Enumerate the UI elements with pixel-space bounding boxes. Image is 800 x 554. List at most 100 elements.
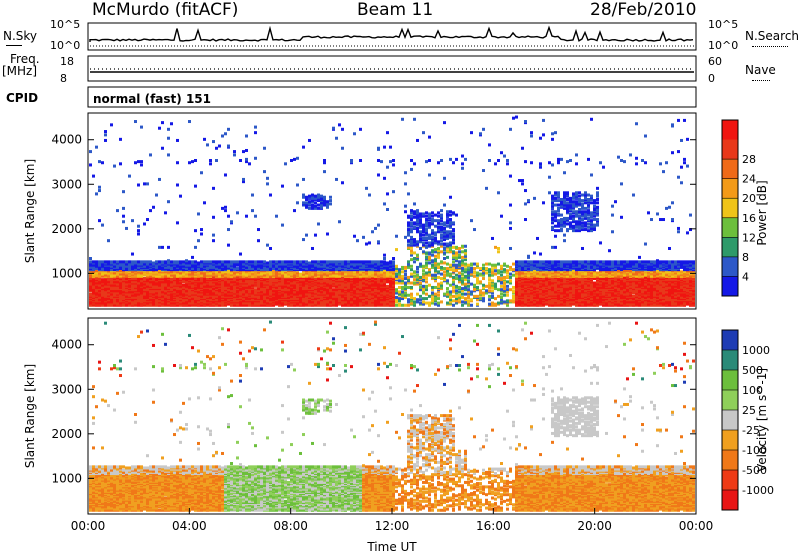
scatter-cell	[395, 274, 398, 278]
scatter-cell	[407, 293, 410, 297]
scatter-cell	[407, 245, 410, 249]
scatter-cell	[134, 288, 137, 292]
scatter-cell	[119, 262, 122, 266]
scatter-cell	[179, 273, 182, 277]
scatter-cell	[413, 251, 416, 255]
scatter-cell	[314, 233, 317, 237]
scatter-cell	[437, 270, 440, 274]
scatter-cell	[455, 277, 458, 281]
scatter-cell	[452, 303, 455, 307]
scatter-cell	[428, 214, 431, 218]
scatter-cell	[317, 206, 320, 210]
scatter-cell	[407, 262, 410, 266]
scatter-cell	[425, 218, 428, 222]
scatter-cell	[455, 213, 458, 217]
scatter-cell	[461, 154, 464, 158]
scatter-cell	[110, 277, 113, 281]
scatter-cell	[335, 281, 338, 285]
scatter-cell	[461, 259, 464, 263]
scatter-cell	[452, 268, 455, 272]
nsky-trace	[89, 25, 694, 42]
scatter-cell	[461, 263, 464, 267]
scatter-cell	[89, 260, 92, 264]
scatter-cell	[440, 300, 443, 304]
scatter-cell	[302, 195, 305, 199]
scatter-cell	[152, 261, 155, 265]
scatter-cell	[221, 134, 224, 138]
scatter-cell	[200, 228, 203, 232]
scatter-cell	[197, 239, 200, 243]
scatter-cell	[368, 270, 371, 274]
scatter-cell	[383, 257, 386, 260]
scatter-cell	[164, 211, 167, 215]
scatter-cell	[443, 176, 446, 180]
scatter-cell	[452, 221, 455, 225]
scatter-cell	[167, 136, 170, 140]
scatter-cell	[470, 272, 473, 276]
scatter-cell	[440, 222, 443, 226]
scatter-cell	[389, 260, 392, 264]
scatter-cell	[416, 138, 419, 142]
scatter-cell	[197, 277, 200, 281]
scatter-cell	[458, 253, 461, 257]
scatter-cell	[440, 225, 443, 229]
scatter-cell	[341, 260, 344, 264]
scatter-cell	[107, 239, 110, 243]
scatter-cell	[371, 270, 374, 274]
scatter-cell	[404, 204, 407, 208]
scatter-cell	[455, 245, 458, 249]
scatter-cell	[158, 260, 161, 264]
scatter-cell	[467, 268, 470, 272]
power-scatter-cells	[89, 115, 695, 307]
scatter-cell	[194, 229, 197, 233]
scatter-cell	[344, 260, 347, 264]
scatter-cell	[431, 297, 434, 301]
scatter-cell	[116, 209, 119, 213]
scatter-cell	[242, 177, 245, 181]
scatter-cell	[287, 260, 290, 264]
scatter-cell	[437, 290, 440, 294]
scatter-cell	[401, 303, 404, 307]
scatter-cell	[191, 270, 194, 274]
scatter-cell	[461, 292, 464, 296]
scatter-cell	[140, 260, 143, 264]
scatter-cell	[437, 240, 440, 244]
scatter-cell	[323, 170, 326, 174]
scatter-cell	[431, 273, 434, 277]
scatter-cell	[407, 214, 410, 218]
scatter-cell	[353, 132, 356, 136]
scatter-cell	[419, 220, 422, 224]
scatter-cell	[440, 209, 443, 213]
scatter-cell	[257, 239, 260, 243]
scatter-cell	[182, 262, 185, 266]
scatter-cell	[416, 240, 419, 244]
scatter-cell	[101, 260, 104, 264]
scatter-cell	[401, 290, 404, 294]
scatter-cell	[395, 288, 398, 292]
scatter-cell	[419, 264, 422, 268]
scatter-cell	[455, 157, 458, 161]
scatter-cell	[413, 270, 416, 274]
scatter-cell	[167, 153, 170, 157]
scatter-cell	[134, 260, 137, 264]
scatter-cell	[443, 251, 446, 255]
scatter-cell	[326, 260, 329, 264]
scatter-cell	[305, 201, 308, 205]
freq-nave-panel: 18 8 60 0	[60, 55, 722, 85]
scatter-cell	[140, 160, 143, 164]
scatter-cell	[329, 199, 332, 203]
scatter-cell	[443, 229, 446, 233]
scatter-cell	[131, 219, 134, 223]
scatter-cell	[173, 282, 176, 286]
scatter-cell	[425, 224, 428, 228]
scatter-cell	[359, 260, 362, 264]
scatter-cell	[470, 219, 473, 223]
scatter-cell	[335, 136, 338, 140]
scatter-cell	[485, 289, 488, 293]
scatter-cell	[194, 295, 197, 299]
scatter-cell	[452, 280, 455, 284]
scatter-cell	[449, 218, 452, 222]
scatter-cell	[428, 268, 431, 272]
scatter-cell	[305, 264, 308, 268]
scatter-cell	[401, 274, 404, 278]
